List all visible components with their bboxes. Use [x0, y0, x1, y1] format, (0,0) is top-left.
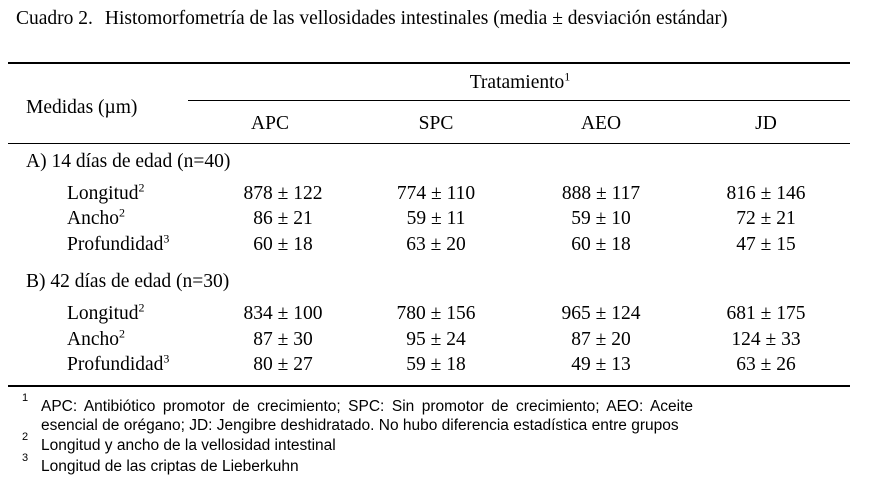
row-header-label: Medidas (µm) — [26, 97, 138, 118]
cell-value: 63 ± 20 — [406, 234, 466, 255]
cell-value: 60 ± 18 — [571, 234, 631, 255]
row-label: Longitud2 — [67, 180, 145, 204]
footnote-text: esencial de orégano; JD: Jengibre deshid… — [41, 417, 679, 434]
cell-value: 878 ± 122 — [243, 183, 323, 204]
top-rule — [8, 62, 850, 64]
cell-value: 888 ± 117 — [561, 183, 641, 204]
row-label: Longitud2 — [67, 300, 145, 324]
footnote-text: Longitud y ancho de la vellosidad intest… — [41, 437, 336, 454]
caption-title: Histomorfometría de las vellosidades int… — [104, 8, 728, 29]
group-header: Tratamiento1 — [469, 69, 571, 93]
cell-value: 47 ± 15 — [736, 234, 796, 255]
column-header-apc: APC — [251, 113, 289, 134]
cell-value: 965 ± 124 — [561, 303, 641, 324]
cell-value: 60 ± 18 — [253, 234, 313, 255]
table-bottom-rule — [8, 385, 850, 387]
cell-value: 59 ± 10 — [571, 208, 631, 229]
footnote-mark: 1 — [22, 392, 29, 404]
cell-value: 63 ± 26 — [736, 354, 796, 375]
header-bottom-rule — [8, 143, 850, 144]
cell-value: 124 ± 33 — [731, 329, 801, 350]
row-label: Ancho2 — [67, 326, 125, 350]
header-sub-rule — [188, 100, 850, 101]
section-title-b: B) 42 días de edad (n=30) — [26, 271, 230, 292]
group-header-footnote-mark: 1 — [564, 69, 571, 84]
footnote-text: APC: Antibiótico promotor de crecimiento… — [41, 398, 694, 415]
row-label: Ancho2 — [67, 205, 125, 229]
cell-value: 780 ± 156 — [396, 303, 476, 324]
cell-value: 49 ± 13 — [571, 354, 631, 375]
cell-value: 681 ± 175 — [726, 303, 806, 324]
cell-value: 816 ± 146 — [726, 183, 806, 204]
cell-value: 87 ± 20 — [571, 329, 631, 350]
caption-number: Cuadro 2. — [16, 8, 93, 29]
cell-value: 86 ± 21 — [253, 208, 313, 229]
footnote-mark: 3 — [22, 452, 29, 464]
cell-value: 59 ± 11 — [406, 208, 466, 229]
cell-value: 834 ± 100 — [243, 303, 323, 324]
row-label: Profundidad3 — [67, 351, 170, 375]
section-title-a: A) 14 días de edad (n=40) — [26, 151, 231, 172]
footnote-text: Longitud de las criptas de Lieberkuhn — [41, 458, 299, 475]
group-header-label: Tratamiento — [469, 72, 565, 93]
cell-value: 95 ± 24 — [406, 329, 466, 350]
column-header-jd: JD — [755, 113, 777, 134]
column-header-spc: SPC — [418, 113, 454, 134]
cell-value: 72 ± 21 — [736, 208, 796, 229]
cell-value: 774 ± 110 — [396, 183, 476, 204]
table-caption: Cuadro 2. Histomorfometría de las vellosi… — [16, 8, 728, 30]
cell-value: 87 ± 30 — [253, 329, 313, 350]
footnote-mark: 2 — [22, 431, 29, 443]
cell-value: 59 ± 18 — [406, 354, 466, 375]
row-label: Profundidad3 — [67, 231, 170, 255]
column-header-aeo: AEO — [580, 113, 622, 134]
cell-value: 80 ± 27 — [253, 354, 313, 375]
